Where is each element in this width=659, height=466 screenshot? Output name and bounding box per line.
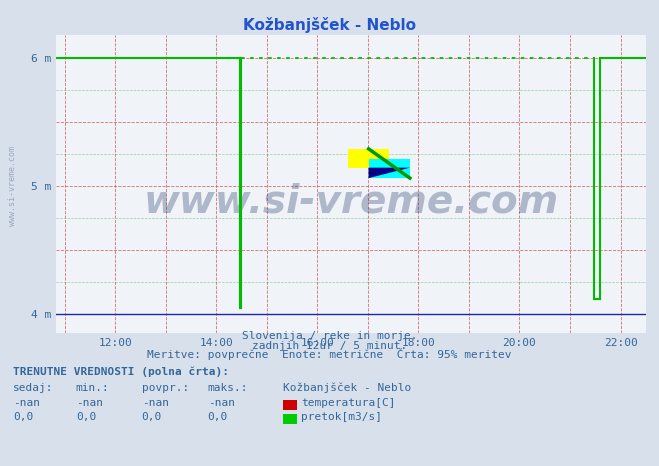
Text: min.:: min.: xyxy=(76,384,109,393)
Text: Meritve: povprečne  Enote: metrične  Črta: 95% meritev: Meritve: povprečne Enote: metrične Črta:… xyxy=(147,348,512,360)
Text: -nan: -nan xyxy=(76,398,103,408)
Text: Slovenija / reke in morje.: Slovenija / reke in morje. xyxy=(242,331,417,341)
Bar xyxy=(368,159,410,178)
Text: -nan: -nan xyxy=(208,398,235,408)
Text: pretok[m3/s]: pretok[m3/s] xyxy=(301,412,382,422)
Text: sedaj:: sedaj: xyxy=(13,384,53,393)
Text: temperatura[C]: temperatura[C] xyxy=(301,398,395,408)
Bar xyxy=(348,149,389,168)
Text: www.si-vreme.com: www.si-vreme.com xyxy=(8,146,17,226)
Text: 0,0: 0,0 xyxy=(76,412,96,422)
Text: -nan: -nan xyxy=(142,398,169,408)
Text: 0,0: 0,0 xyxy=(208,412,228,422)
Text: zadnjih 12ur / 5 minut.: zadnjih 12ur / 5 minut. xyxy=(252,341,407,350)
Text: povpr.:: povpr.: xyxy=(142,384,189,393)
Text: 0,0: 0,0 xyxy=(13,412,34,422)
Text: TRENUTNE VREDNOSTI (polna črta):: TRENUTNE VREDNOSTI (polna črta): xyxy=(13,367,229,377)
Text: -nan: -nan xyxy=(13,398,40,408)
Text: 0,0: 0,0 xyxy=(142,412,162,422)
Text: Kožbanjšček - Neblo: Kožbanjšček - Neblo xyxy=(243,17,416,33)
Text: maks.:: maks.: xyxy=(208,384,248,393)
Polygon shape xyxy=(368,168,410,178)
Text: Kožbanjšček - Neblo: Kožbanjšček - Neblo xyxy=(283,383,412,393)
Text: www.si-vreme.com: www.si-vreme.com xyxy=(143,183,559,221)
